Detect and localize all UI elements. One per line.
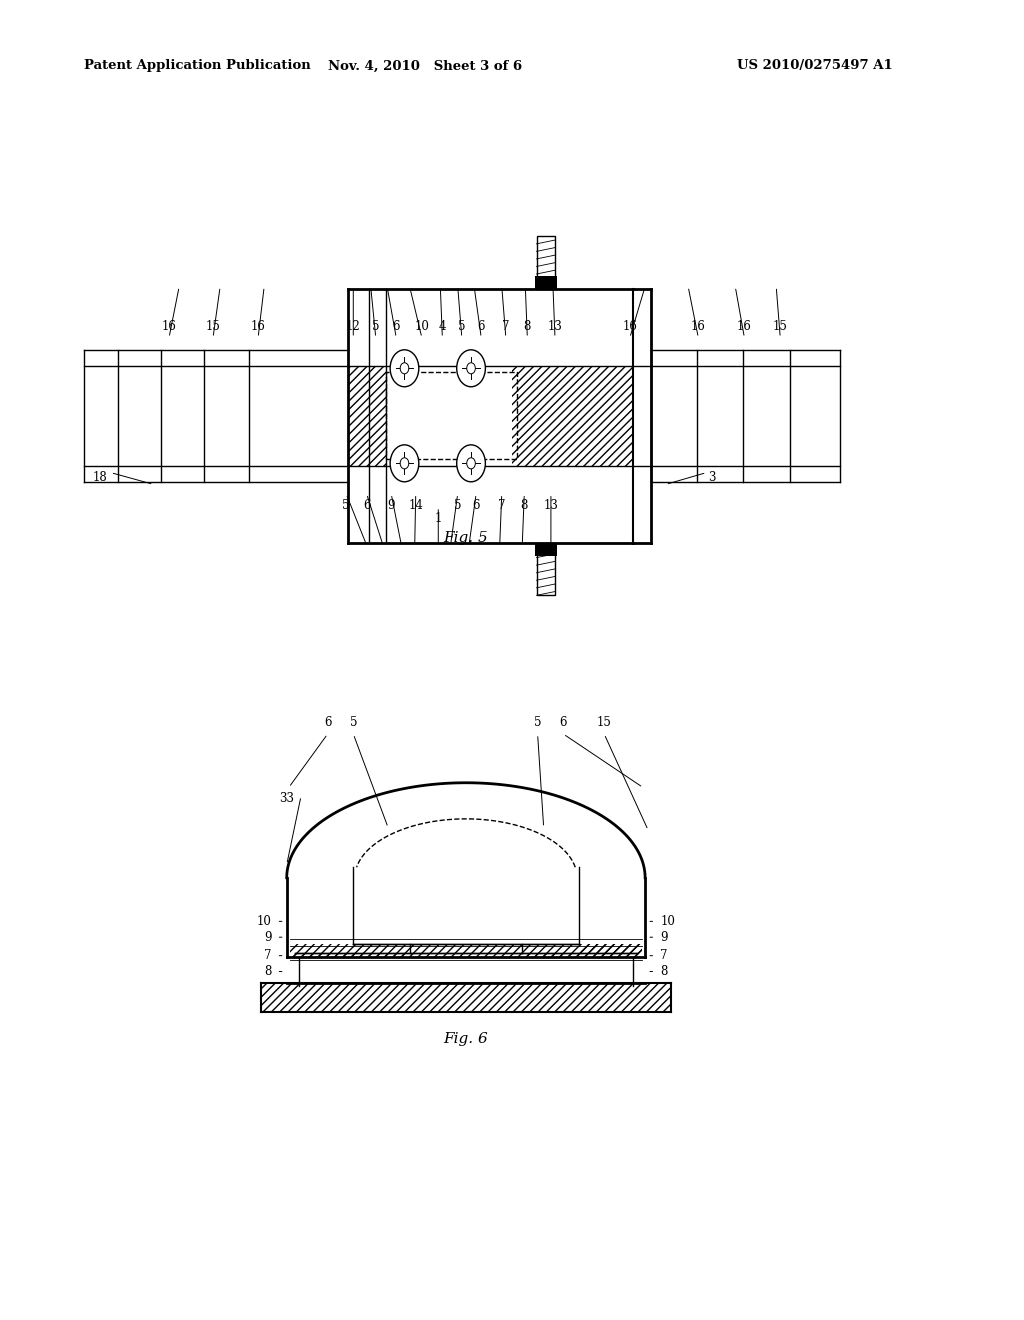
Text: 5: 5 [454,499,462,512]
Text: Patent Application Publication: Patent Application Publication [84,59,310,73]
Text: US 2010/0275497 A1: US 2010/0275497 A1 [737,59,893,73]
Circle shape [400,363,409,374]
Text: 4: 4 [438,319,446,333]
Bar [512,366,633,466]
Bar [369,366,386,466]
Text: 7: 7 [660,949,668,962]
Text: 7: 7 [264,949,271,962]
Text: 8: 8 [523,319,531,333]
Text: 9: 9 [660,931,668,944]
Text: 9: 9 [264,931,271,944]
Bar [290,953,642,957]
Circle shape [457,445,485,482]
Text: 3: 3 [708,471,716,484]
Text: 10: 10 [415,319,429,333]
Text: 10: 10 [660,915,676,928]
Text: 7: 7 [498,499,506,512]
Text: 18: 18 [93,471,108,484]
Text: 16: 16 [623,319,637,333]
Bar [537,236,555,289]
Text: 8: 8 [264,965,271,978]
Circle shape [400,458,409,469]
Text: 15: 15 [206,319,220,333]
Text: 5: 5 [372,319,380,333]
Text: 5: 5 [458,319,466,333]
Text: 5: 5 [342,499,350,512]
Text: 7: 7 [502,319,510,333]
Text: 14: 14 [409,499,423,512]
Bar [537,543,555,595]
Bar [290,944,642,953]
Circle shape [390,350,419,387]
Text: 8: 8 [520,499,528,512]
Bar [522,953,642,957]
Text: 15: 15 [597,715,611,729]
Text: 10: 10 [256,915,271,928]
Text: 12: 12 [346,319,360,333]
Text: 15: 15 [773,319,787,333]
Text: 16: 16 [737,319,752,333]
Text: 6: 6 [362,499,371,512]
Circle shape [467,363,475,374]
Text: 6: 6 [559,715,567,729]
Text: 16: 16 [162,319,176,333]
Bar [348,366,369,466]
Text: 6: 6 [324,715,332,729]
Text: 8: 8 [660,965,668,978]
Circle shape [467,458,475,469]
Bar [386,372,517,459]
Text: Fig. 5: Fig. 5 [443,531,488,545]
Bar [535,276,557,289]
Bar [580,944,642,953]
Text: 6: 6 [392,319,400,333]
Text: 6: 6 [477,319,485,333]
Circle shape [457,350,485,387]
Text: 16: 16 [251,319,265,333]
Text: Fig. 6: Fig. 6 [443,1032,488,1047]
Text: 5: 5 [534,715,542,729]
Text: Nov. 4, 2010   Sheet 3 of 6: Nov. 4, 2010 Sheet 3 of 6 [328,59,522,73]
Bar [261,983,671,1012]
Text: 16: 16 [691,319,706,333]
Text: 13: 13 [548,319,562,333]
Text: 5: 5 [349,715,357,729]
Bar [290,953,410,957]
Text: 13: 13 [544,499,558,512]
Circle shape [390,445,419,482]
Text: 9: 9 [387,499,395,512]
Text: 6: 6 [472,499,480,512]
Text: 33: 33 [280,792,294,805]
Text: 1: 1 [434,512,442,525]
Bar [535,543,557,556]
